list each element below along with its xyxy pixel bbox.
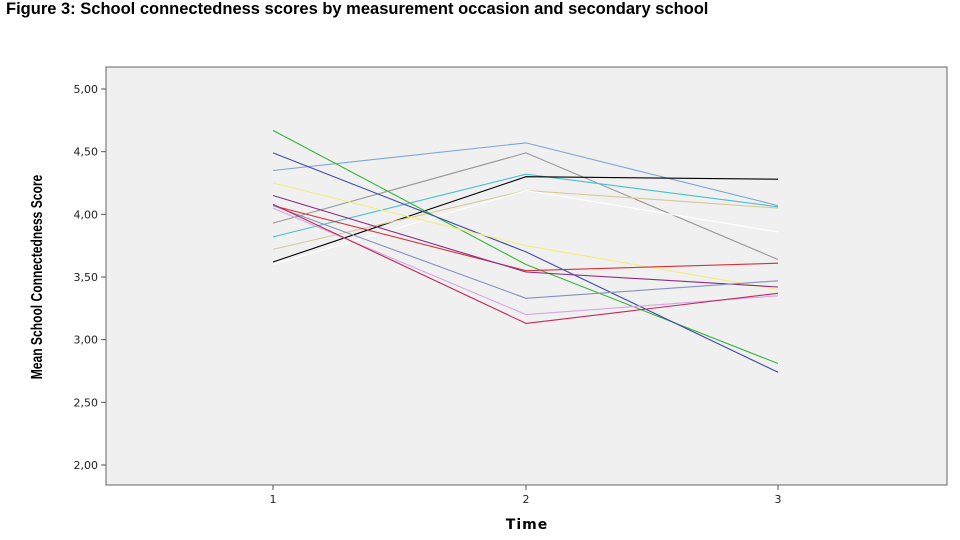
y-tick-label: 2,00 xyxy=(74,459,99,472)
series-line-7 xyxy=(272,129,779,365)
series-line-1 xyxy=(272,142,779,207)
series-line-4 xyxy=(272,176,779,263)
y-tick-label: 3,00 xyxy=(74,334,99,347)
y-tick-label: 4,50 xyxy=(74,146,99,159)
y-tick-label: 4,00 xyxy=(74,208,99,221)
y-axis-title: Mean School Connectedness Score xyxy=(28,174,46,379)
x-axis: 1 2 3 xyxy=(270,485,782,506)
series-line-6 xyxy=(272,189,779,266)
series-line-12 xyxy=(272,205,779,299)
y-tick-label: 2,50 xyxy=(74,396,99,409)
plot-area xyxy=(105,66,948,486)
series-layer xyxy=(272,129,779,373)
y-tick-label: 5,00 xyxy=(74,83,99,96)
series-line-8 xyxy=(272,152,779,373)
x-tick-label: 2 xyxy=(523,493,530,506)
x-axis-title: Time xyxy=(506,517,548,533)
x-tick-label: 1 xyxy=(270,493,277,506)
series-line-9 xyxy=(272,182,779,291)
x-tick-label: 3 xyxy=(775,493,782,506)
series-line-3 xyxy=(272,173,779,238)
y-axis: 2,00 2,50 3,00 3,50 4,00 4,50 5,00 xyxy=(74,83,106,472)
series-line-11 xyxy=(272,194,779,288)
series-line-14 xyxy=(272,203,779,324)
series-line-10 xyxy=(272,205,779,272)
figure-title: Figure 3: School connectedness scores by… xyxy=(6,0,709,18)
y-tick-label: 3,50 xyxy=(74,271,99,284)
series-line-2 xyxy=(272,152,779,261)
